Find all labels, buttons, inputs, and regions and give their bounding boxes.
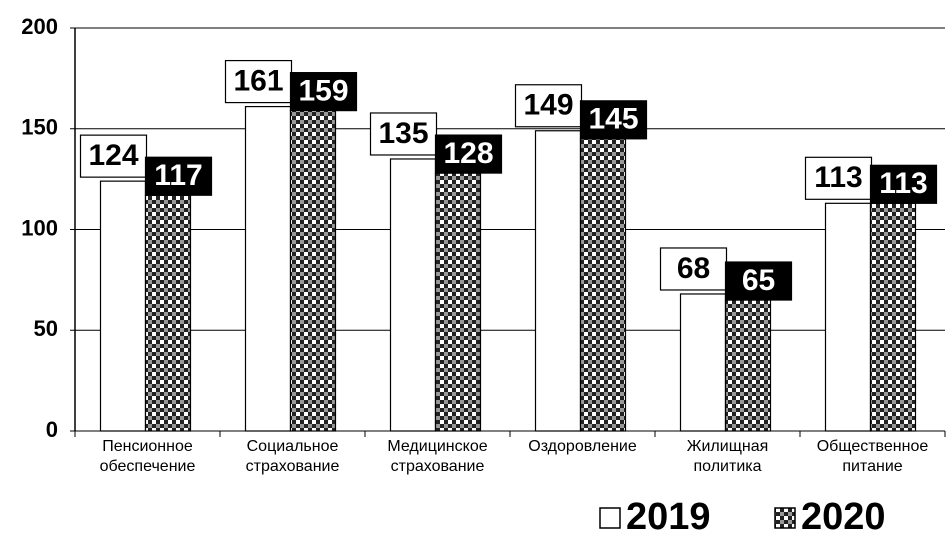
bar: [434, 172, 482, 432]
value-label: 117: [154, 159, 202, 192]
value-label: 124: [88, 139, 138, 172]
value-label: 135: [378, 117, 428, 150]
legend-label: 2020: [801, 496, 886, 533]
value-label-box: [579, 100, 648, 140]
x-tick-label: Пенсионное обеспечение: [99, 438, 196, 475]
legend-swatch: [774, 507, 796, 529]
x-tick-label: Медицинское страхование: [387, 438, 488, 475]
y-tick-label: 200: [21, 14, 58, 39]
bar: [679, 293, 727, 432]
value-label: 149: [523, 89, 573, 122]
bar: [244, 105, 292, 432]
value-label: 159: [298, 75, 348, 108]
legend-label: 2019: [626, 496, 711, 533]
legend-swatch: [599, 507, 621, 529]
value-label: 113: [814, 161, 862, 194]
value-label: 65: [742, 264, 775, 297]
x-tick-label: Жилищная политика: [686, 438, 769, 475]
y-tick-label: 150: [21, 115, 58, 140]
x-tick-label: Общественное питание: [816, 438, 929, 475]
value-label-box: [659, 247, 728, 291]
value-label-box: [869, 164, 938, 204]
bar: [869, 202, 917, 432]
value-label-box: [369, 112, 438, 156]
bar: [579, 138, 627, 432]
bar: [144, 194, 192, 432]
y-tick-label: 0: [46, 417, 58, 442]
x-tick-label: Оздоровление: [528, 438, 637, 455]
bar: [99, 180, 147, 432]
value-label-box: [79, 134, 148, 178]
value-label-box: [224, 59, 293, 104]
value-label-box: [144, 156, 213, 196]
bar: [824, 202, 872, 432]
value-label-box: [724, 261, 793, 301]
value-label: 68: [677, 252, 710, 285]
value-label: 113: [879, 167, 927, 200]
y-tick-label: 50: [34, 316, 58, 341]
value-label-box: [289, 72, 358, 112]
x-tick-label: Социальное страхование: [245, 438, 340, 475]
y-tick-label: 100: [21, 215, 58, 240]
value-label-box: [804, 156, 873, 200]
bar: [534, 130, 582, 432]
value-label-box: [434, 134, 503, 174]
value-label: 161: [233, 65, 283, 98]
value-label: 128: [443, 137, 493, 170]
bar: [289, 110, 337, 432]
value-label: 145: [588, 103, 638, 136]
bar: [724, 299, 772, 432]
bar: [389, 158, 437, 432]
